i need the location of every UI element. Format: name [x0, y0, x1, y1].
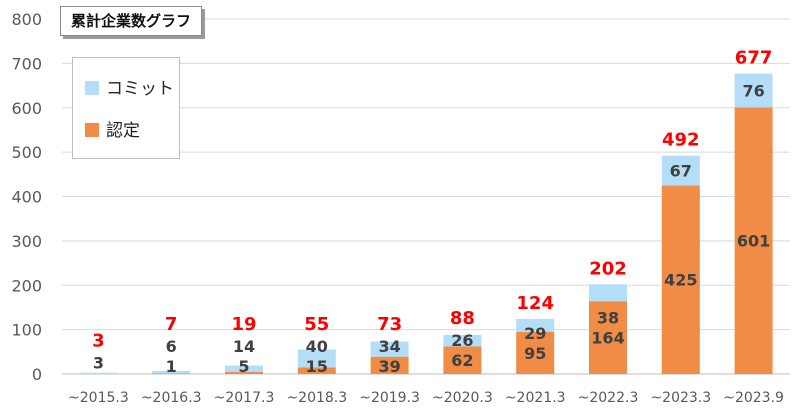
data-label-commit: 14 [233, 337, 255, 356]
y-tick-label: 300 [11, 232, 42, 251]
data-label-certified: 1 [166, 357, 177, 376]
data-label-total: 73 [377, 314, 402, 335]
legend-label-certified: 認定 [106, 121, 140, 141]
data-label-total: 88 [450, 308, 475, 329]
x-tick-label: ~2023.9 [723, 390, 784, 406]
data-label-total: 492 [662, 130, 700, 151]
data-label-commit: 76 [742, 81, 764, 100]
data-label-total: 677 [735, 48, 773, 69]
data-label-total: 55 [304, 314, 329, 335]
legend-item-commit: コミット [85, 78, 174, 100]
data-label-certified: 39 [378, 357, 400, 376]
data-label-commit: 3 [93, 354, 104, 373]
data-label-certified: 601 [737, 232, 770, 251]
data-label-commit: 67 [670, 162, 692, 181]
data-label-commit: 26 [451, 331, 473, 350]
data-label-certified: 5 [238, 357, 249, 376]
data-label-certified: 62 [451, 351, 473, 370]
legend-item-certified: 認定 [85, 120, 140, 142]
data-label-commit: 34 [378, 337, 400, 356]
x-tick-label: ~2018.3 [286, 390, 347, 406]
data-label-total: 202 [589, 258, 627, 279]
data-label-commit: 38 [597, 309, 619, 328]
data-label-certified: 15 [306, 357, 328, 376]
y-tick-label: 0 [32, 365, 42, 384]
x-tick-label: ~2019.3 [359, 390, 420, 406]
y-tick-label: 100 [11, 321, 42, 340]
data-label-total: 7 [165, 314, 178, 335]
legend-swatch-commit [85, 81, 99, 95]
legend-label-commit: コミット [106, 79, 174, 99]
data-label-total: 3 [92, 331, 105, 352]
data-label-certified: 425 [664, 271, 697, 290]
x-tick-label: ~2023.3 [650, 390, 711, 406]
bar-commit [79, 373, 117, 374]
data-label-commit: 40 [306, 337, 328, 356]
data-label-commit: 6 [166, 337, 177, 356]
y-tick-label: 800 [11, 10, 42, 29]
y-tick-label: 500 [11, 143, 42, 162]
data-label-certified: 95 [524, 344, 546, 363]
data-label-total: 124 [516, 293, 554, 314]
chart-title: 累計企業数グラフ [60, 6, 202, 36]
data-label-commit: 29 [524, 324, 546, 343]
x-tick-label: ~2016.3 [141, 390, 202, 406]
y-tick-label: 700 [11, 54, 42, 73]
y-tick-label: 200 [11, 276, 42, 295]
data-label-certified: 164 [591, 329, 624, 348]
x-tick-label: ~2017.3 [214, 390, 275, 406]
y-tick-label: 600 [11, 99, 42, 118]
x-tick-label: ~2020.3 [432, 390, 493, 406]
legend: コミット 認定 [72, 57, 180, 159]
x-tick-label: ~2021.3 [505, 390, 566, 406]
bar-commit [589, 284, 627, 301]
legend-swatch-certified [85, 123, 99, 137]
y-tick-label: 400 [11, 188, 42, 207]
x-tick-label: ~2022.3 [578, 390, 639, 406]
x-tick-label: ~2015.3 [68, 390, 129, 406]
data-label-total: 19 [231, 314, 256, 335]
